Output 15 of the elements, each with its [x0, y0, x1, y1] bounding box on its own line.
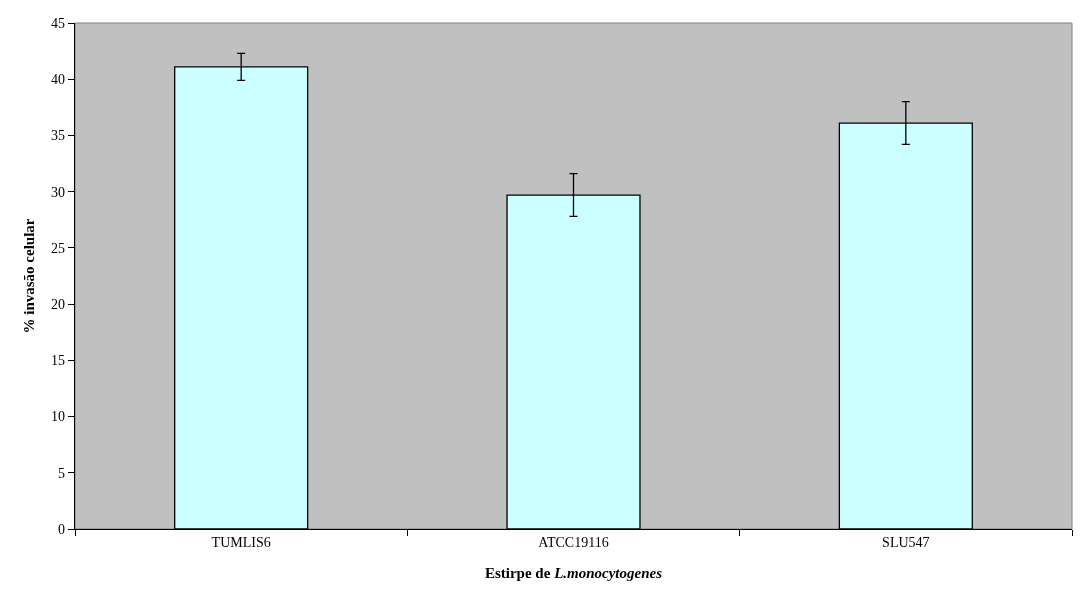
- y-tick-label: 35: [51, 128, 66, 144]
- y-tick-label: 15: [51, 353, 66, 369]
- y-tick-label: 10: [51, 409, 66, 425]
- y-tick-label: 25: [51, 240, 66, 256]
- x-tick-label: TUMLIS6: [211, 534, 271, 550]
- y-tick-label: 5: [58, 465, 66, 481]
- x-axis-title: Estirpe de L.monocytogenes: [484, 564, 663, 581]
- y-tick-label: 45: [51, 15, 66, 31]
- y-tick-label: 40: [51, 72, 66, 88]
- y-tick-label: 30: [51, 184, 66, 200]
- x-tick-label: ATCC19116: [538, 534, 609, 550]
- y-axis-title: % invasão celular: [21, 218, 38, 334]
- y-tick-label: 20: [51, 297, 66, 313]
- x-tick-label: SLU547: [882, 534, 930, 550]
- y-tick-label: 0: [58, 521, 66, 537]
